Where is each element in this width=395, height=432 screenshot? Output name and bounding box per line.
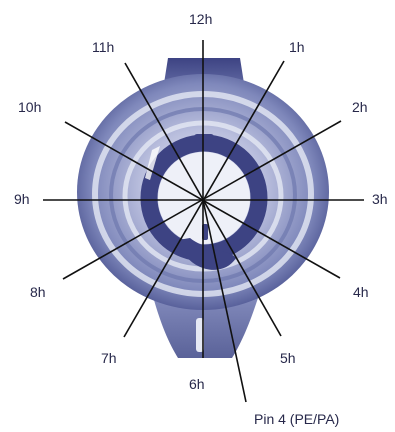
label-8h: 8h <box>30 284 46 300</box>
label-1h: 1h <box>289 39 305 55</box>
connector-pin-notch <box>194 134 214 144</box>
label-6h: 6h <box>189 376 205 392</box>
label-pin-4: Pin 4 (PE/PA) <box>254 411 339 427</box>
connector-socket-blob <box>178 238 236 270</box>
label-2h: 2h <box>352 99 368 115</box>
label-5h: 5h <box>280 350 296 366</box>
clock-line-5-11 <box>124 62 282 337</box>
label-3h: 3h <box>372 191 388 207</box>
clock-lines <box>43 40 364 403</box>
label-7h: 7h <box>101 350 117 366</box>
label-11h: 11h <box>92 39 114 55</box>
clock-labels: 12h 1h 2h 3h 4h 5h 6h 7h 8h 9h 10h 11h P… <box>14 11 388 427</box>
label-12h: 12h <box>189 11 212 27</box>
label-10h: 10h <box>18 99 41 115</box>
pin-4-leader-line <box>202 199 247 403</box>
label-9h: 9h <box>14 191 30 207</box>
connector-highlight <box>145 146 160 180</box>
connector-tail-slot <box>196 318 204 352</box>
label-4h: 4h <box>353 284 369 300</box>
